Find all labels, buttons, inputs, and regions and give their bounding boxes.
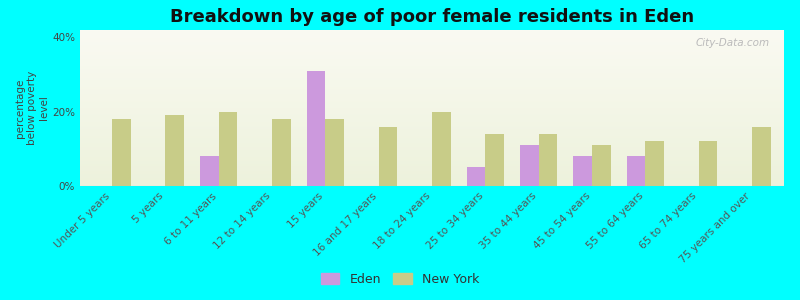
Bar [626,156,646,186]
Bar [306,71,326,186]
Bar [166,116,184,186]
Bar [272,119,290,186]
Bar [378,127,398,186]
Bar [218,112,238,186]
Bar [592,145,610,186]
Legend: Eden, New York: Eden, New York [315,268,485,291]
Y-axis label: percentage
below poverty
level: percentage below poverty level [14,71,50,145]
Bar [486,134,504,186]
Bar [432,112,450,186]
Bar [326,119,344,186]
Bar [698,141,718,186]
Bar [520,145,538,186]
Bar [752,127,770,186]
Title: Breakdown by age of poor female residents in Eden: Breakdown by age of poor female resident… [170,8,694,26]
Bar [574,156,592,186]
Bar [466,167,486,186]
Bar [200,156,218,186]
Text: City-Data.com: City-Data.com [696,38,770,48]
Bar [112,119,130,186]
Bar [538,134,558,186]
Bar [646,141,664,186]
